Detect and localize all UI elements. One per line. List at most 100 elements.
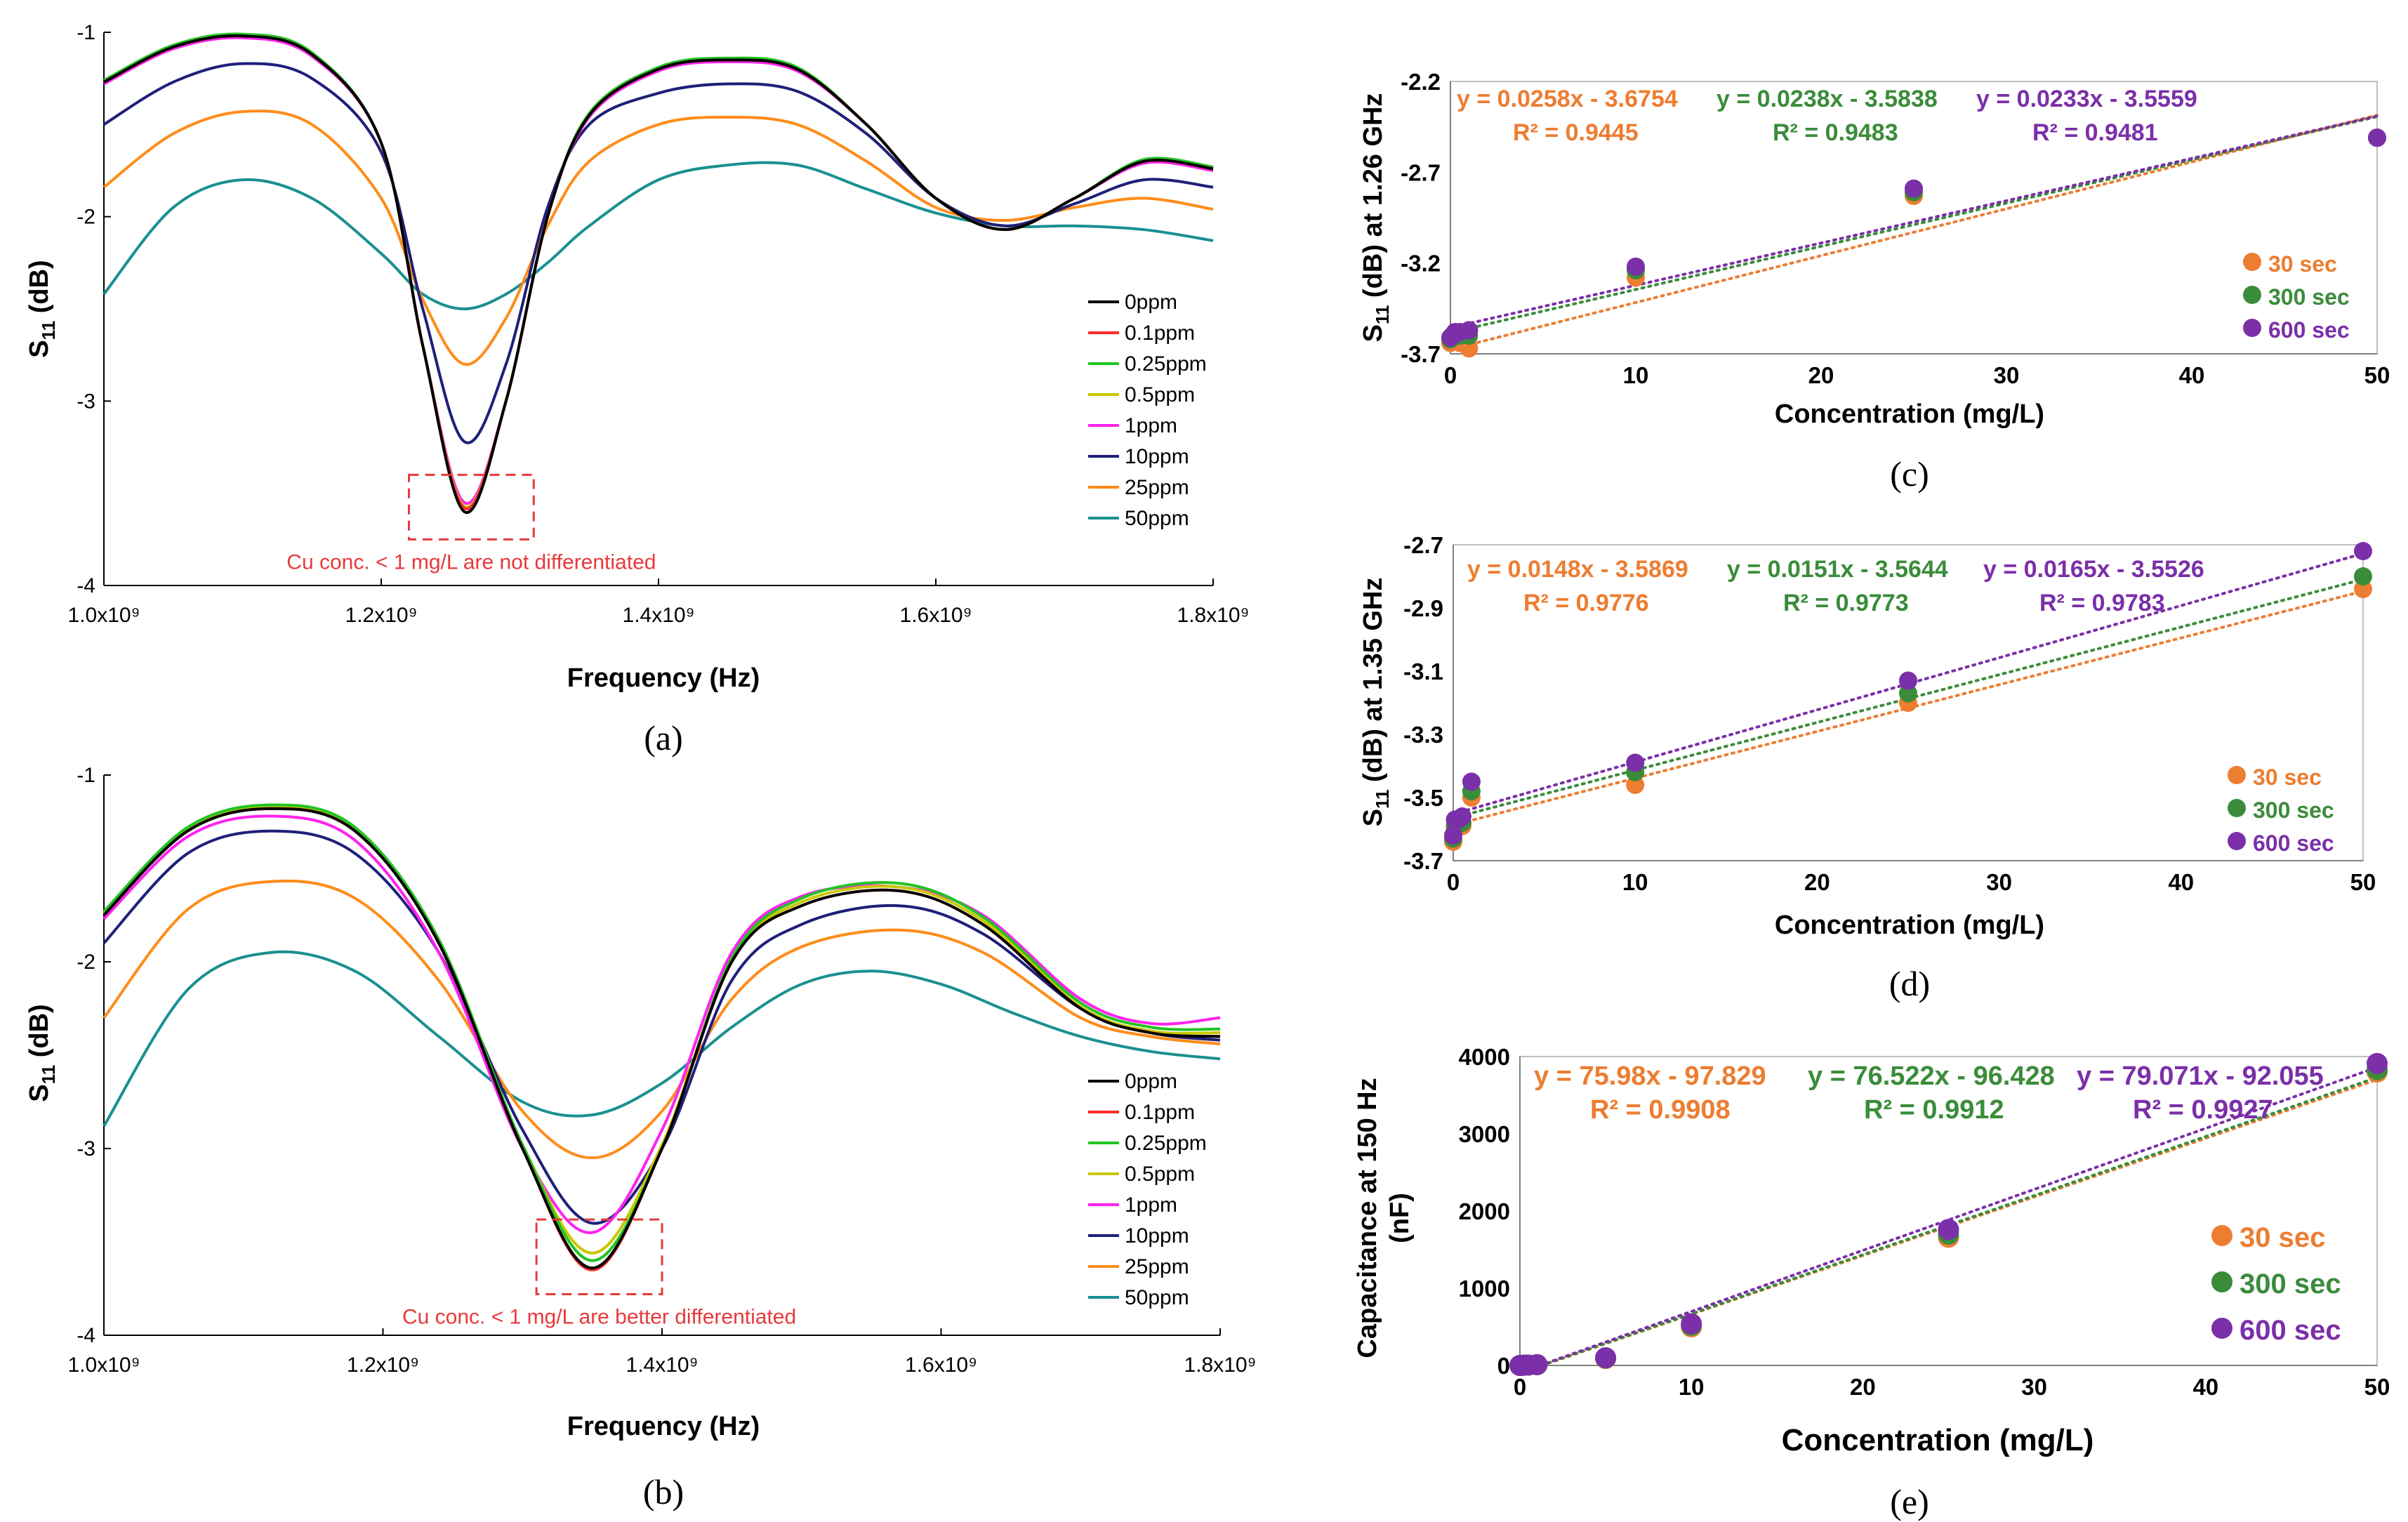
annotation: Cu conc. < 1 mg/L are not differentiated xyxy=(286,550,656,574)
trendline-300-sec xyxy=(1540,1076,2379,1367)
data-point-600-sec xyxy=(2367,1052,2388,1074)
legend-label: 1ppm xyxy=(1125,414,1177,437)
y-tick-label: 4000 xyxy=(1459,1044,1510,1070)
legend-label: 0ppm xyxy=(1125,291,1177,314)
x-tick-label: 20 xyxy=(1804,869,1830,895)
x-tick-label: 1.4x10⁹ xyxy=(626,1354,699,1377)
data-point-30-sec xyxy=(2354,580,2372,598)
legend-label: 0.5ppm xyxy=(1125,1163,1195,1186)
y-axis-label-main: S xyxy=(25,340,54,357)
y-tick-label: -2.7 xyxy=(1401,159,1441,185)
y-axis-label-sub: 11 xyxy=(38,1065,59,1085)
y-axis-label-main: S xyxy=(1358,809,1388,826)
x-tick-label: 50 xyxy=(2350,869,2376,895)
y-axis-label-rest: (dB) at 1.35 GHz xyxy=(1358,578,1388,790)
y-axis-label-sub: 11 xyxy=(1372,790,1393,809)
y-axis-label: Capacitance at 150 Hz xyxy=(1353,1078,1382,1358)
x-tick-label: 1.4x10⁹ xyxy=(623,604,695,627)
legend-label: 0ppm xyxy=(1125,1070,1177,1093)
legend-label: 30 sec xyxy=(2268,251,2337,277)
panel-label: (c) xyxy=(1890,454,1929,494)
series-line-0_1ppm xyxy=(103,34,1214,510)
y-tick-label: -1 xyxy=(77,764,95,787)
r-squared: R² = 0.9908 xyxy=(1590,1095,1731,1125)
x-tick-label: 50 xyxy=(2364,1374,2390,1400)
x-tick-label: 10 xyxy=(1679,1374,1705,1400)
legend-marker xyxy=(2211,1225,2232,1246)
x-tick-label: 1.6x10⁹ xyxy=(900,604,972,627)
highlight-box xyxy=(408,473,535,541)
series-line-1ppm xyxy=(102,814,1221,1234)
data-point-600-sec xyxy=(1595,1347,1617,1368)
y-axis-label-unit: (nF) xyxy=(1385,1193,1415,1243)
legend-label: 300 sec xyxy=(2253,798,2334,823)
x-tick-label: 30 xyxy=(1986,869,2012,895)
x-tick-label: 0 xyxy=(1447,869,1460,895)
y-tick-label: -3.5 xyxy=(1403,785,1443,811)
annotation: Cu conc. < 1 mg/L are better differentia… xyxy=(402,1305,796,1328)
series-line-50ppm xyxy=(102,950,1221,1127)
y-axis-label: S11 (dB) xyxy=(25,260,59,357)
data-point-30-sec xyxy=(1626,776,1645,794)
y-axis-label: S11 (dB) xyxy=(25,1004,59,1101)
y-axis-label: S11 (dB) at 1.35 GHz xyxy=(1358,578,1393,827)
y-axis-label-rest: (dB) xyxy=(25,260,54,321)
x-tick-label: 1.8x10⁹ xyxy=(1177,604,1250,627)
x-axis-label: Frequency (Hz) xyxy=(567,1412,760,1441)
y-tick-label: -4 xyxy=(77,1324,95,1347)
trendline-600-sec xyxy=(1538,1066,2379,1367)
y-tick-label: -2 xyxy=(77,951,95,974)
legend-label: 25ppm xyxy=(1125,476,1189,499)
x-tick-label: 30 xyxy=(1994,362,2020,388)
legend-label: 600 sec xyxy=(2240,1315,2341,1346)
series-line-0ppm xyxy=(102,807,1221,1270)
y-tick-label: -2.7 xyxy=(1403,532,1443,558)
y-tick-label: -2.2 xyxy=(1401,69,1441,95)
panel-label: (a) xyxy=(644,718,683,757)
x-tick-label: 20 xyxy=(1850,1374,1876,1400)
legend-label: 300 sec xyxy=(2268,284,2350,310)
y-axis-label: S11 (dB) at 1.26 GHz xyxy=(1358,93,1393,343)
y-tick-label: 3000 xyxy=(1459,1121,1510,1147)
y-tick-label: -1 xyxy=(77,21,95,44)
x-axis-label: Frequency (Hz) xyxy=(567,663,760,693)
legend-label: 600 sec xyxy=(2253,831,2334,856)
series-line-25ppm xyxy=(102,879,1221,1160)
x-tick-label: 1.0x10⁹ xyxy=(68,1354,140,1377)
panel-label: (b) xyxy=(643,1472,684,1511)
r-squared: R² = 0.9773 xyxy=(1783,590,1909,616)
series-line-0_5ppm xyxy=(102,805,1221,1255)
x-tick-label: 40 xyxy=(2179,362,2205,388)
chart-b: -4 -3 -2 -1 1.0x10⁹ 1.2x10⁹ 1.4x10⁹ 1.6x10⁹ 1.8x… xyxy=(25,764,1256,1511)
series-line-0_1ppm xyxy=(102,807,1221,1271)
x-tick-label: 20 xyxy=(1808,362,1834,388)
data-point-600-sec xyxy=(1460,321,1478,340)
legend-marker xyxy=(2243,319,2261,337)
chart-d: -3.7 -3.5 -3.3 -3.1 -2.9 -2.7 0 10 20 30 40 50 Conce… xyxy=(1358,532,2376,1003)
x-tick-label: 1.0x10⁹ xyxy=(68,604,140,627)
trendline-equation: y = 0.0148x - 3.5869 xyxy=(1467,556,1688,583)
legend-label: 0.1ppm xyxy=(1125,1101,1195,1124)
series-line-0ppm xyxy=(103,34,1214,515)
x-tick-label: 30 xyxy=(2021,1374,2047,1400)
legend-label: 25ppm xyxy=(1125,1255,1189,1278)
legend-label: 30 sec xyxy=(2253,765,2322,790)
trendline-30-sec xyxy=(1449,113,2379,351)
chart-e: 0 1000 2000 3000 4000 0 10 20 30 40 50 Concentratio… xyxy=(1353,1044,2390,1521)
y-axis-label-main: S xyxy=(25,1084,54,1101)
x-axis-label: Concentration (mg/L) xyxy=(1775,399,2044,429)
data-point-600-sec xyxy=(1681,1313,1702,1335)
trendline-equation: y = 79.071x - 92.055 xyxy=(2077,1061,2324,1091)
legend-label: 10ppm xyxy=(1125,445,1189,468)
data-point-300-sec xyxy=(1899,684,1917,703)
x-tick-label: 40 xyxy=(2168,869,2194,895)
y-tick-label: -2 xyxy=(77,206,95,229)
legend-marker xyxy=(2228,766,2246,784)
legend-label: 30 sec xyxy=(2240,1222,2325,1253)
r-squared: R² = 0.9927 xyxy=(2133,1095,2273,1125)
y-tick-label: 0 xyxy=(1497,1353,1510,1379)
x-tick-label: 1.2x10⁹ xyxy=(347,1354,419,1377)
y-tick-label: -3 xyxy=(77,390,95,413)
r-squared: R² = 0.9481 xyxy=(2032,119,2158,146)
